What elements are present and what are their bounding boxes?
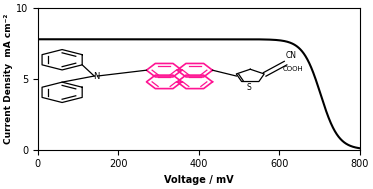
Text: COOH: COOH xyxy=(283,66,304,72)
Y-axis label: Current Density  mA cm⁻²: Current Density mA cm⁻² xyxy=(4,14,13,144)
Text: N: N xyxy=(93,71,99,81)
Text: S: S xyxy=(246,83,251,92)
Text: CN: CN xyxy=(286,51,297,60)
X-axis label: Voltage / mV: Voltage / mV xyxy=(164,175,233,185)
